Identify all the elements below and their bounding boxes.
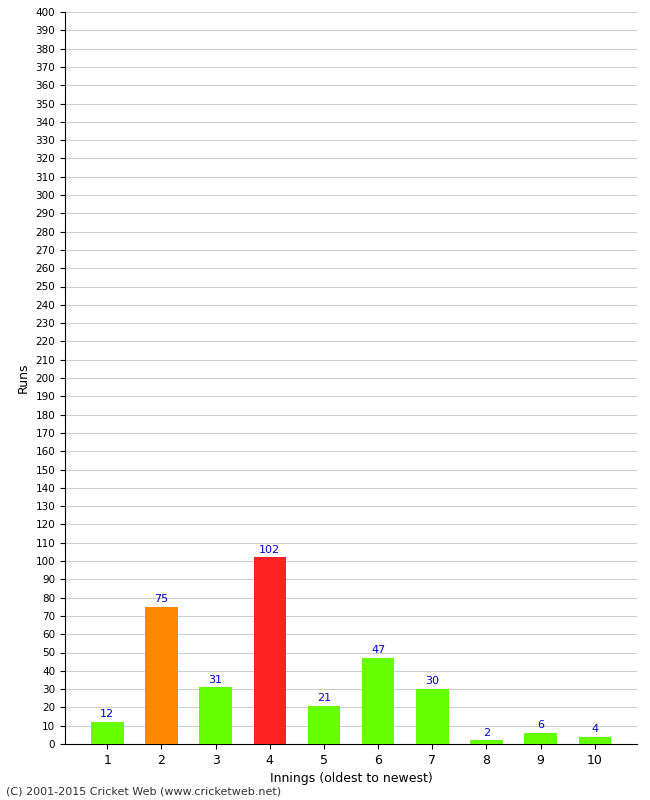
Bar: [525, 733, 557, 744]
Text: 2: 2: [483, 727, 490, 738]
Bar: [362, 658, 395, 744]
Bar: [145, 606, 177, 744]
Text: 12: 12: [100, 710, 114, 719]
Bar: [578, 737, 611, 744]
Bar: [416, 689, 448, 744]
Text: 75: 75: [154, 594, 168, 604]
Text: 31: 31: [209, 674, 222, 685]
Bar: [200, 687, 232, 744]
X-axis label: Innings (oldest to newest): Innings (oldest to newest): [270, 772, 432, 786]
Text: 21: 21: [317, 693, 331, 703]
Bar: [91, 722, 124, 744]
Y-axis label: Runs: Runs: [17, 362, 30, 394]
Bar: [254, 558, 286, 744]
Text: 30: 30: [425, 676, 439, 686]
Text: (C) 2001-2015 Cricket Web (www.cricketweb.net): (C) 2001-2015 Cricket Web (www.cricketwe…: [6, 786, 281, 796]
Text: 102: 102: [259, 545, 280, 554]
Text: 4: 4: [592, 724, 598, 734]
Bar: [470, 740, 502, 744]
Text: 6: 6: [537, 720, 544, 730]
Text: 47: 47: [371, 646, 385, 655]
Bar: [307, 706, 340, 744]
